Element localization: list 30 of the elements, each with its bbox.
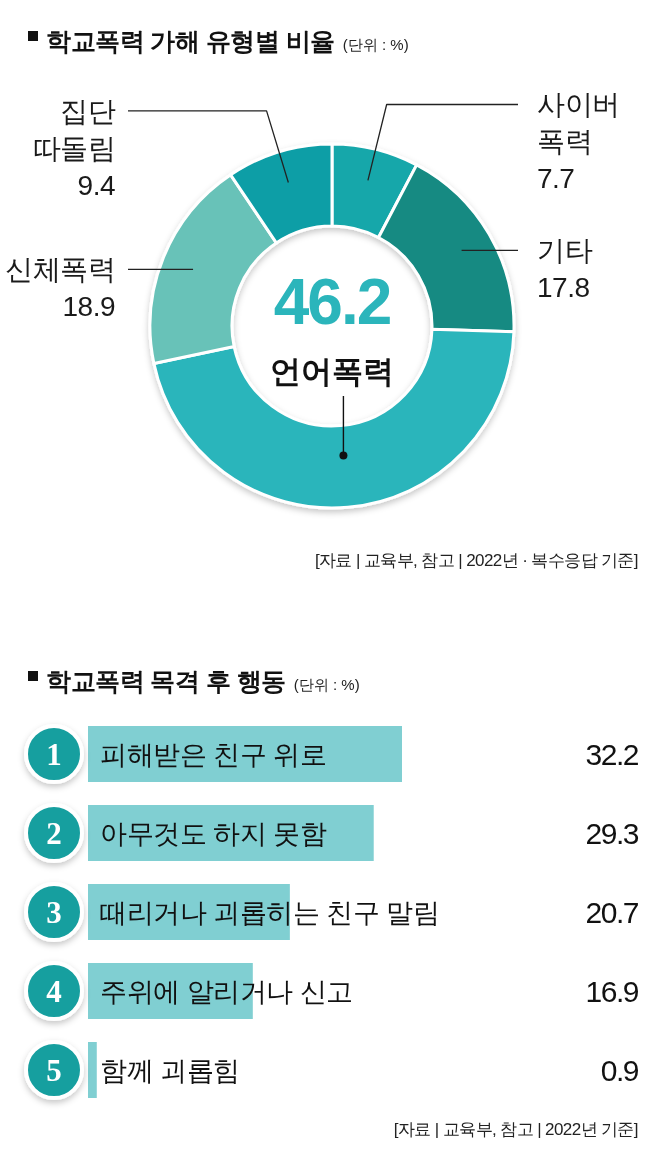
data-label: 46.2 bbox=[273, 266, 391, 338]
slice-label: 언어폭력 bbox=[270, 354, 394, 389]
chart-subtitle: (단위 : %) bbox=[342, 36, 409, 53]
y-tick-label: 피해받은 친구 위로 bbox=[100, 740, 327, 770]
text: 4 bbox=[46, 974, 62, 1009]
slice-label: 사이버 폭력 bbox=[537, 89, 620, 158]
text: 1 bbox=[46, 737, 62, 772]
data-label: 9.4 bbox=[77, 169, 115, 201]
data-label: 0.9 bbox=[600, 1054, 639, 1087]
data-label: 18.9 bbox=[62, 291, 115, 323]
data-label: 20.7 bbox=[585, 896, 639, 929]
data-label: 17.8 bbox=[537, 272, 590, 304]
data-label: 7.7 bbox=[537, 163, 575, 195]
text: [자료 | 교육부, 참고 | 2022년 기준] bbox=[393, 1120, 638, 1139]
y-tick-label: 아무것도 하지 못함 bbox=[100, 819, 327, 849]
chart-title: 학교폭력 가해 유형별 비율 bbox=[46, 27, 335, 55]
data-label: 16.9 bbox=[585, 975, 639, 1008]
data-label: 32.2 bbox=[585, 738, 639, 771]
text: 3 bbox=[46, 895, 62, 930]
slice-label: 신체폭력 bbox=[5, 254, 115, 286]
text: 2 bbox=[46, 816, 62, 851]
text: [자료 | 교육부, 참고 | 2022년 · 복수응답 기준] bbox=[314, 551, 638, 570]
bar bbox=[88, 1042, 97, 1098]
chart-title: 학교폭력 목격 후 행동 bbox=[46, 667, 286, 695]
chart-subtitle: (단위 : %) bbox=[293, 676, 360, 693]
text: 5 bbox=[46, 1053, 62, 1088]
slice-label: 집단 따돌림 bbox=[32, 95, 116, 164]
slice-label: 기타 bbox=[537, 235, 593, 267]
y-tick-label: 함께 괴롭힘 bbox=[100, 1056, 240, 1086]
data-label: 29.3 bbox=[585, 817, 639, 850]
